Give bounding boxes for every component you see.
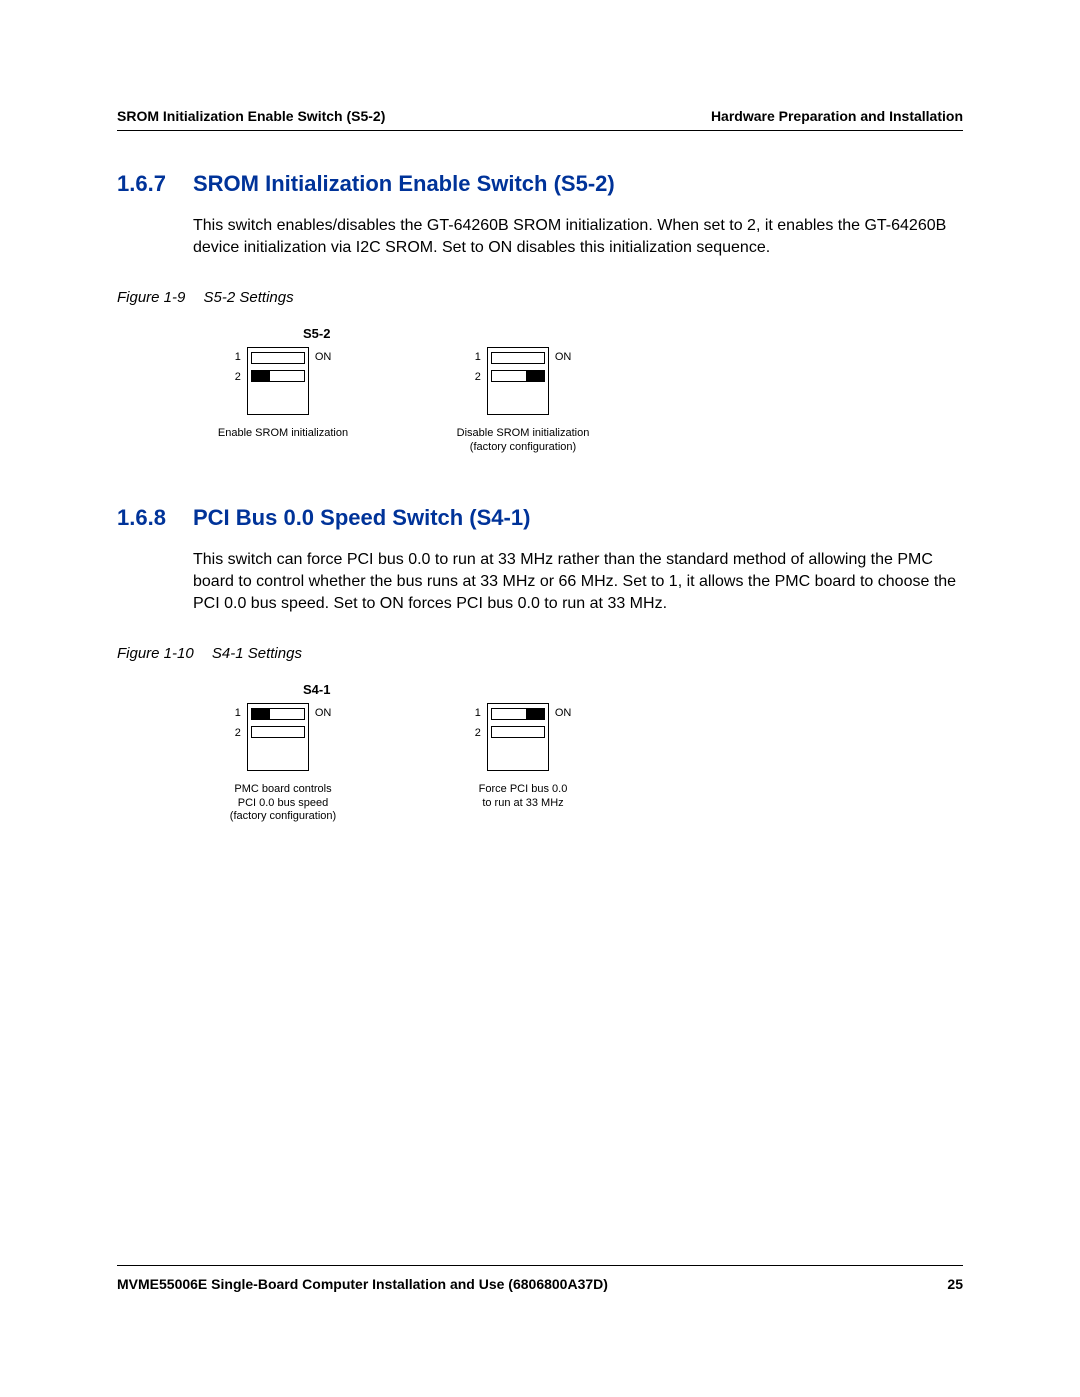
- switch-pmc-controls: 1 2 ON PMC board controls PCI 0.0 bus sp…: [193, 703, 373, 824]
- section-title: SROM Initialization Enable Switch (S5-2): [193, 171, 615, 197]
- header-left: SROM Initialization Enable Switch (S5-2): [117, 108, 385, 124]
- switch-box: [247, 347, 309, 415]
- section-number: 1.6.8: [117, 505, 175, 531]
- row-label-1: 1: [235, 351, 241, 363]
- row-label-2: 2: [235, 371, 241, 383]
- switch-force-33mhz: 1 2 ON Force PCI bus 0.0 to run at 33 MH…: [433, 703, 613, 824]
- switch-slot-1: [251, 708, 305, 720]
- switch-label-s52: S5-2: [303, 326, 963, 341]
- switch-box: [247, 703, 309, 771]
- figure-title: S5-2 Settings: [204, 289, 294, 306]
- row-label-2: 2: [475, 727, 481, 739]
- on-label: ON: [315, 347, 332, 363]
- figure-19-diagram: S5-2 1 2 ON Enable SROM initialization: [193, 326, 963, 455]
- running-header: SROM Initialization Enable Switch (S5-2)…: [117, 108, 963, 131]
- switch-knob: [526, 371, 544, 381]
- header-right: Hardware Preparation and Installation: [711, 108, 963, 124]
- row-label-1: 1: [475, 707, 481, 719]
- switch-box-wrap: 1 2 ON: [235, 703, 332, 771]
- figure-number: Figure 1-10: [117, 645, 194, 662]
- page-number: 25: [947, 1276, 963, 1292]
- switch-caption: Disable SROM initialization (factory con…: [443, 427, 603, 455]
- switch-slot-1: [251, 352, 305, 364]
- row-label-2: 2: [475, 371, 481, 383]
- switch-box-wrap: 1 2 ON: [475, 347, 572, 415]
- row-label-1: 1: [235, 707, 241, 719]
- switch-box-wrap: 1 2 ON: [235, 347, 332, 415]
- switch-slot-1: [491, 708, 545, 720]
- switch-row-labels: 1 2: [475, 703, 481, 739]
- switch-knob: [252, 371, 270, 381]
- switch-disable-srom: 1 2 ON Disable SROM initialization (fact…: [433, 347, 613, 455]
- figure-caption-19: Figure 1-9 S5-2 Settings: [117, 289, 963, 306]
- switch-row-labels: 1 2: [235, 347, 241, 383]
- section-number: 1.6.7: [117, 171, 175, 197]
- on-label: ON: [555, 347, 572, 363]
- section-heading-168: 1.6.8 PCI Bus 0.0 Speed Switch (S4-1): [117, 505, 963, 531]
- switch-row-labels: 1 2: [235, 703, 241, 739]
- switch-row-labels: 1 2: [475, 347, 481, 383]
- switch-caption: PMC board controls PCI 0.0 bus speed (fa…: [203, 783, 363, 824]
- section-heading-167: 1.6.7 SROM Initialization Enable Switch …: [117, 171, 963, 197]
- on-label: ON: [315, 703, 332, 719]
- switch-label-s41: S4-1: [303, 682, 963, 697]
- row-label-2: 2: [235, 727, 241, 739]
- footer-left: MVME55006E Single-Board Computer Install…: [117, 1276, 608, 1292]
- switch-slot-2: [251, 726, 305, 738]
- switch-row: 1 2 ON Enable SROM initialization 1 2: [193, 347, 963, 455]
- switch-caption: Enable SROM initialization: [203, 427, 363, 441]
- switch-box: [487, 347, 549, 415]
- switch-slot-2: [491, 726, 545, 738]
- switch-box-wrap: 1 2 ON: [475, 703, 572, 771]
- figure-110-diagram: S4-1 1 2 ON PMC board controls PCI 0.0 b…: [193, 682, 963, 824]
- switch-slot-2: [491, 370, 545, 382]
- figure-title: S4-1 Settings: [212, 645, 302, 662]
- row-label-1: 1: [475, 351, 481, 363]
- switch-row: 1 2 ON PMC board controls PCI 0.0 bus sp…: [193, 703, 963, 824]
- switch-knob: [526, 709, 544, 719]
- page-content: SROM Initialization Enable Switch (S5-2)…: [0, 0, 1080, 824]
- section-body-168: This switch can force PCI bus 0.0 to run…: [193, 549, 963, 615]
- section-title: PCI Bus 0.0 Speed Switch (S4-1): [193, 505, 530, 531]
- figure-number: Figure 1-9: [117, 289, 185, 306]
- switch-box: [487, 703, 549, 771]
- switch-slot-2: [251, 370, 305, 382]
- switch-caption: Force PCI bus 0.0 to run at 33 MHz: [443, 783, 603, 811]
- figure-caption-110: Figure 1-10 S4-1 Settings: [117, 645, 963, 662]
- switch-slot-1: [491, 352, 545, 364]
- on-label: ON: [555, 703, 572, 719]
- section-body-167: This switch enables/disables the GT-6426…: [193, 215, 963, 259]
- switch-enable-srom: 1 2 ON Enable SROM initialization: [193, 347, 373, 455]
- switch-knob: [252, 709, 270, 719]
- running-footer: MVME55006E Single-Board Computer Install…: [117, 1265, 963, 1292]
